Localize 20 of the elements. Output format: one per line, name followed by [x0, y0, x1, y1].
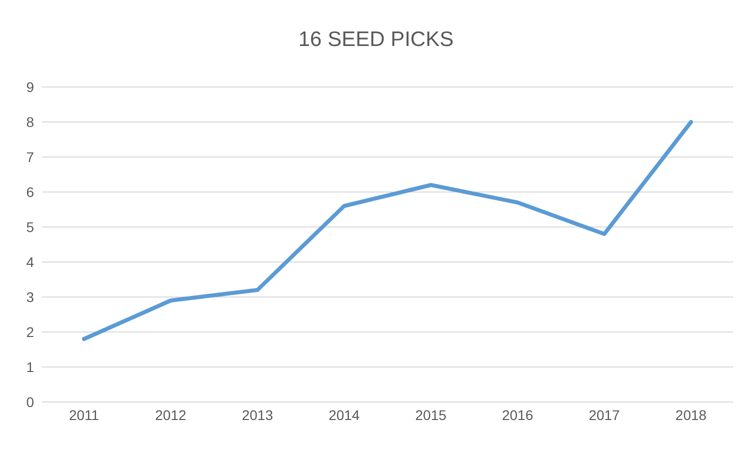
- y-tick-label: 0: [26, 394, 34, 410]
- x-tick-label: 2016: [502, 406, 534, 423]
- y-tick-label: 1: [26, 358, 34, 375]
- y-tick-label: 2: [26, 324, 34, 340]
- y-tick-label: 9: [26, 78, 34, 95]
- y-tick-label: 5: [26, 218, 34, 235]
- y-tick-label: 4: [26, 254, 34, 270]
- line-series: [82, 120, 693, 341]
- y-tick-label: 3: [26, 288, 34, 305]
- x-tick-label: 2017: [588, 406, 620, 423]
- y-tick-label: 7: [26, 148, 34, 165]
- x-tick-label: 2012: [155, 406, 186, 423]
- y-tick-label: 6: [26, 184, 34, 200]
- x-tick-label: 2013: [242, 406, 274, 423]
- x-tick-label: 2018: [675, 406, 707, 423]
- x-tick-label: 2015: [415, 406, 447, 423]
- y-tick-label: 8: [26, 114, 34, 130]
- chart-title: 16 SEED PICKS: [297, 28, 455, 52]
- x-tick-label: 2014: [328, 406, 360, 423]
- x-tick-label: 2011: [68, 406, 100, 423]
